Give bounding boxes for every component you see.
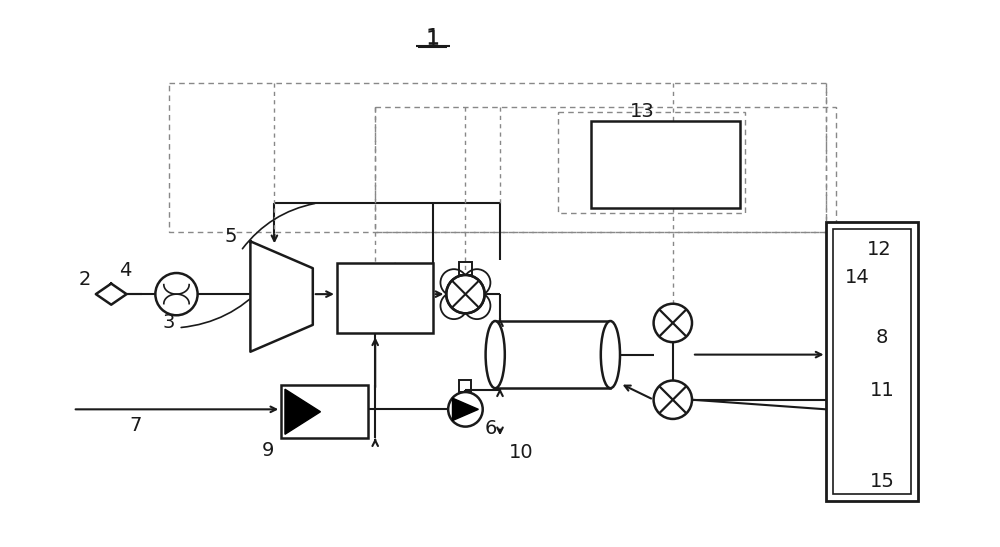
Text: 15: 15 <box>870 472 895 491</box>
Text: 12: 12 <box>867 240 892 259</box>
Circle shape <box>654 381 692 419</box>
Bar <box>281 385 368 438</box>
Ellipse shape <box>486 321 505 388</box>
Text: 11: 11 <box>870 381 894 400</box>
Text: 13: 13 <box>630 102 654 121</box>
Bar <box>459 261 472 275</box>
Circle shape <box>440 292 467 319</box>
Bar <box>826 222 918 501</box>
Text: 8: 8 <box>876 328 888 347</box>
Text: 3: 3 <box>163 313 175 333</box>
Circle shape <box>440 269 467 296</box>
Circle shape <box>464 269 490 296</box>
Polygon shape <box>96 283 127 305</box>
Text: 6: 6 <box>484 419 497 438</box>
Bar <box>558 112 745 213</box>
Bar <box>375 107 836 232</box>
Text: 9: 9 <box>261 441 274 460</box>
Bar <box>169 83 826 232</box>
Polygon shape <box>285 389 320 434</box>
Circle shape <box>448 392 483 427</box>
Bar <box>591 121 740 208</box>
Polygon shape <box>250 241 313 352</box>
Text: 4: 4 <box>119 260 132 280</box>
Text: 1: 1 <box>426 28 440 48</box>
Bar <box>833 229 911 494</box>
Circle shape <box>464 292 490 319</box>
Text: 10: 10 <box>509 443 533 462</box>
Text: 14: 14 <box>845 269 869 287</box>
Text: 5: 5 <box>225 227 237 246</box>
Circle shape <box>654 304 692 342</box>
Text: 2: 2 <box>79 270 91 289</box>
Bar <box>495 321 610 388</box>
Bar <box>459 380 471 392</box>
Text: 7: 7 <box>129 416 141 435</box>
Text: 1: 1 <box>426 30 440 50</box>
Circle shape <box>446 275 485 313</box>
Ellipse shape <box>601 321 620 388</box>
Circle shape <box>155 273 198 315</box>
Bar <box>337 264 433 333</box>
Polygon shape <box>452 398 478 421</box>
